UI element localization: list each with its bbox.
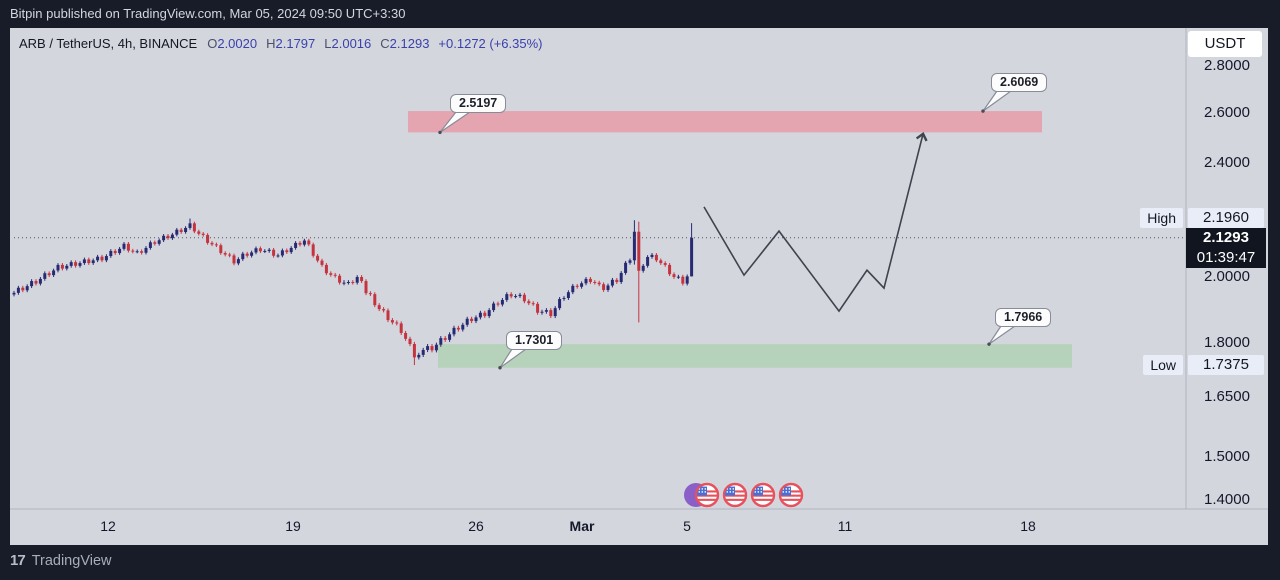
us-flag-icon[interactable] <box>694 482 720 508</box>
tradingview-logo-text: TradingView <box>31 552 112 569</box>
attribution-text: Bitpin published on TradingView.com, Mar… <box>10 6 406 21</box>
price-tick-label: 2.0000 <box>1204 268 1250 285</box>
low-label: Low <box>1143 355 1183 376</box>
low-value: 1.7375 <box>1188 355 1264 376</box>
symbol-title: ARB / TetherUS, 4h, BINANCE <box>19 36 198 51</box>
time-tick-label: 11 <box>837 518 853 534</box>
last-price-badge: 2.1293 01:39:47 <box>1186 227 1266 268</box>
low-badge: Low 1.7375 <box>1108 355 1264 376</box>
time-tick-label: 19 <box>285 518 301 534</box>
us-flag-icon[interactable] <box>750 482 776 508</box>
time-tick-label: 5 <box>683 518 691 534</box>
chart-area: ARB / TetherUS, 4h, BINANCE O2.0020 H2.179… <box>10 28 1268 545</box>
high-label: High <box>1140 208 1183 229</box>
footer-bar: 17 TradingView <box>0 545 1280 580</box>
ohlc-item: H2.1797 <box>266 36 316 51</box>
tradingview-logo[interactable]: 17 TradingView <box>10 552 111 569</box>
price-tick-label: 1.6500 <box>1204 388 1250 406</box>
price-callout[interactable]: 1.7301 <box>506 331 563 350</box>
reaction-icons[interactable] <box>684 482 804 508</box>
price-callout[interactable]: 1.7966 <box>995 308 1052 327</box>
candles-layer <box>12 218 694 366</box>
overlay-layer <box>10 28 1268 510</box>
time-tick-label: 26 <box>468 518 484 534</box>
price-callout[interactable]: 2.5197 <box>450 94 507 113</box>
bar-countdown: 01:39:47 <box>1196 248 1256 266</box>
high-value: 2.1960 <box>1188 208 1264 229</box>
price-tick-label: 2.6000 <box>1204 103 1250 121</box>
ohlc-readout: O2.0020 H2.1797 L2.0016 C2.1293 <box>207 36 438 51</box>
tradingview-mark-icon: 17 <box>10 552 26 569</box>
price-tick-label: 1.4000 <box>1204 491 1250 509</box>
currency-button[interactable]: USDT <box>1188 31 1262 57</box>
us-flag-icon[interactable] <box>778 482 804 508</box>
ohlc-item: L2.0016 <box>324 36 372 51</box>
zones-layer <box>408 111 1072 368</box>
last-price-value: 2.1293 <box>1203 228 1249 246</box>
ohlc-item: O2.0020 <box>207 36 258 51</box>
us-flag-icon[interactable] <box>722 482 748 508</box>
time-tick-label: Mar <box>569 518 595 534</box>
price-tick-label: 2.8000 <box>1204 57 1250 75</box>
price-callout[interactable]: 2.6069 <box>991 73 1048 92</box>
price-tick-label: 2.4000 <box>1204 153 1250 171</box>
time-tick-label: 12 <box>100 518 116 534</box>
ohlc-item: C2.1293 <box>380 36 430 51</box>
price-tick-label: 1.5000 <box>1204 448 1250 466</box>
high-badge: High 2.1960 <box>1108 208 1264 229</box>
price-tick-label: 1.8000 <box>1204 333 1250 351</box>
change-readout: +0.1272 (+6.35%) <box>438 36 543 51</box>
time-tick-label: 18 <box>1020 518 1036 534</box>
plot-svg[interactable] <box>10 28 1268 545</box>
chart-legend: ARB / TetherUS, 4h, BINANCE O2.0020 H2.179… <box>19 36 543 51</box>
